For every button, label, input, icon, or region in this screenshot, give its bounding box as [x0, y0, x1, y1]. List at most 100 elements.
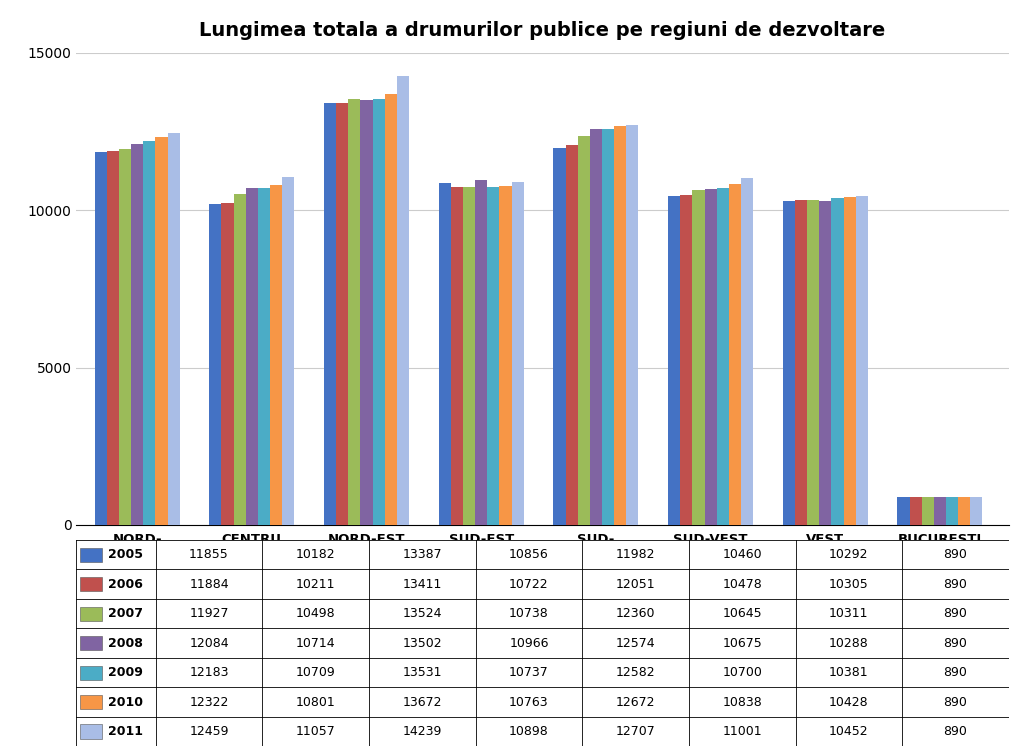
Bar [144, 141, 155, 525]
Bar [270, 184, 282, 525]
Text: 10801: 10801 [296, 695, 335, 709]
Bar [439, 183, 450, 525]
Bar [167, 133, 179, 525]
Bar [107, 151, 119, 525]
Bar [475, 179, 487, 525]
Text: 10898: 10898 [510, 725, 549, 738]
Bar [79, 665, 102, 680]
Bar [131, 144, 144, 525]
Text: 10288: 10288 [829, 637, 869, 650]
Text: 11001: 11001 [722, 725, 762, 738]
Bar [590, 129, 602, 525]
Text: 2006: 2006 [108, 578, 143, 591]
Bar [499, 186, 512, 525]
Bar [807, 200, 819, 525]
Bar [553, 148, 566, 525]
Bar [450, 188, 463, 525]
Bar [282, 177, 294, 525]
Bar [76, 687, 1009, 717]
Text: 13672: 13672 [403, 695, 442, 709]
Bar [76, 599, 1009, 628]
Text: 12459: 12459 [190, 725, 228, 738]
Bar [898, 497, 910, 525]
Text: 10675: 10675 [722, 637, 762, 650]
Text: 10722: 10722 [510, 578, 549, 591]
Bar [76, 628, 1009, 658]
Text: 11057: 11057 [296, 725, 335, 738]
Text: 10737: 10737 [510, 666, 549, 679]
Bar [783, 201, 795, 525]
Text: 10763: 10763 [510, 695, 549, 709]
Text: 10460: 10460 [722, 548, 762, 561]
Bar [76, 658, 1009, 687]
Title: Lungimea totala a drumurilor publice pe regiuni de dezvoltare: Lungimea totala a drumurilor publice pe … [200, 21, 886, 40]
Text: 10498: 10498 [296, 608, 335, 620]
Bar [566, 146, 578, 525]
Bar [692, 190, 704, 525]
Text: 2008: 2008 [108, 637, 143, 650]
Text: 10838: 10838 [722, 695, 762, 709]
Text: 2010: 2010 [108, 695, 143, 709]
Text: 890: 890 [944, 608, 967, 620]
Text: 10709: 10709 [296, 666, 335, 679]
Bar [79, 578, 102, 591]
Bar [95, 152, 107, 525]
Text: 2009: 2009 [108, 666, 143, 679]
Text: 12051: 12051 [615, 578, 655, 591]
Text: 11927: 11927 [190, 608, 228, 620]
Bar [958, 497, 970, 525]
Bar [76, 569, 1009, 599]
Bar [76, 540, 1009, 569]
Text: 11855: 11855 [190, 548, 229, 561]
Text: 10856: 10856 [510, 548, 549, 561]
Bar [76, 717, 1009, 746]
Text: 10182: 10182 [296, 548, 335, 561]
Text: 10452: 10452 [829, 725, 868, 738]
Text: 890: 890 [944, 666, 967, 679]
Text: 12084: 12084 [190, 637, 229, 650]
Bar [934, 497, 946, 525]
Text: 10700: 10700 [722, 666, 762, 679]
Bar [856, 196, 868, 525]
Bar [233, 194, 246, 525]
Text: 10738: 10738 [510, 608, 549, 620]
Bar [79, 724, 102, 739]
Text: 10305: 10305 [829, 578, 869, 591]
Text: 2005: 2005 [108, 548, 143, 561]
Text: 12672: 12672 [615, 695, 655, 709]
Bar [795, 200, 807, 525]
Text: 10311: 10311 [829, 608, 868, 620]
Text: 10211: 10211 [296, 578, 335, 591]
Text: 13411: 13411 [403, 578, 442, 591]
Bar [336, 103, 348, 525]
Bar [396, 76, 409, 525]
Text: 13531: 13531 [403, 666, 442, 679]
Text: 10292: 10292 [829, 548, 868, 561]
Bar [741, 178, 753, 525]
Text: 11982: 11982 [615, 548, 655, 561]
Bar [627, 124, 639, 525]
Text: 10428: 10428 [829, 695, 868, 709]
Text: 12707: 12707 [615, 725, 655, 738]
Text: 10645: 10645 [722, 608, 762, 620]
Bar [704, 189, 716, 525]
Text: 13502: 13502 [403, 637, 442, 650]
Bar [578, 136, 590, 525]
Text: 890: 890 [944, 637, 967, 650]
Text: 10714: 10714 [296, 637, 335, 650]
Bar [910, 497, 922, 525]
Text: 2007: 2007 [108, 608, 143, 620]
Bar [79, 548, 102, 562]
Bar [348, 99, 361, 525]
Bar [946, 497, 958, 525]
Text: 890: 890 [944, 578, 967, 591]
Bar [463, 187, 475, 525]
Text: 12322: 12322 [190, 695, 228, 709]
Text: 2011: 2011 [108, 725, 143, 738]
Text: 10478: 10478 [722, 578, 762, 591]
Bar [512, 182, 524, 525]
Bar [79, 607, 102, 621]
Bar [373, 99, 385, 525]
Bar [361, 100, 373, 525]
Bar [221, 203, 233, 525]
